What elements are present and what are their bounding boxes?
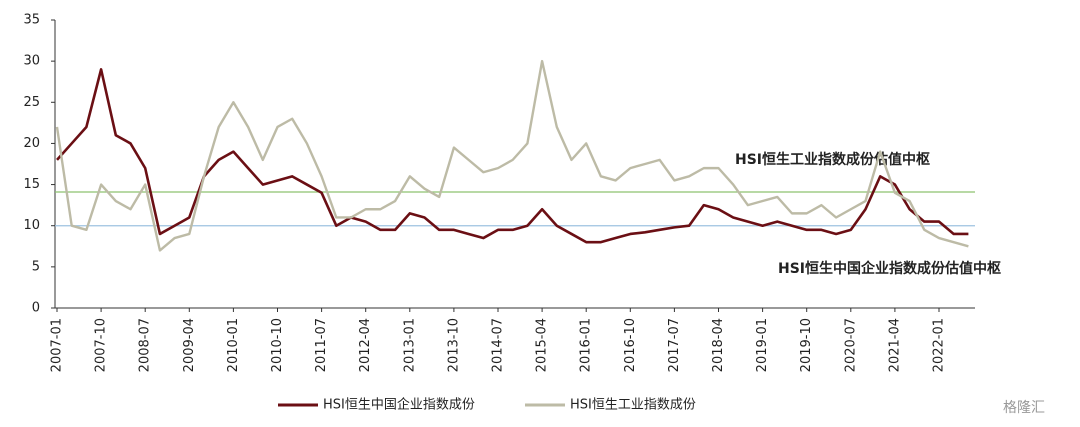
x-tick-label: 2012-04 [358, 318, 373, 372]
x-tick-label: 2013-10 [446, 318, 461, 372]
x-tick-label: 2007-10 [94, 318, 109, 372]
x-tick-label: 2021-04 [887, 318, 902, 372]
y-tick-label: 5 [32, 259, 40, 274]
x-tick-label: 2007-01 [50, 318, 65, 372]
annotation: HSI恒生中国企业指数成份估值中枢 [778, 260, 1001, 277]
y-tick-label: 10 [23, 218, 40, 233]
series-line [56, 68, 969, 244]
x-tick-label: 2009-04 [182, 318, 197, 372]
x-tick-label: 2022-01 [932, 318, 947, 372]
x-tick-label: 2014-07 [491, 318, 506, 372]
x-tick-label: 2011-07 [314, 318, 329, 372]
x-tick-label: 2020-07 [843, 318, 858, 372]
x-tick-label: 2015-04 [535, 318, 550, 372]
series-line [55, 59, 969, 252]
annotation: HSI恒生工业指数成份估值中枢 [735, 151, 930, 168]
y-tick-label: 30 [23, 54, 40, 69]
x-tick-label: 2019-10 [799, 318, 814, 372]
legend-label: HSI恒生中国企业指数成份 [323, 397, 475, 413]
x-tick-label: 2008-07 [138, 318, 153, 372]
legend-label: HSI恒生工业指数成份 [570, 398, 696, 413]
x-tick-label: 2010-10 [270, 318, 285, 372]
x-tick-label: 2018-04 [711, 318, 726, 372]
y-tick-label: 15 [23, 177, 40, 192]
x-tick-label: 2019-01 [755, 318, 770, 372]
y-tick-label: 0 [32, 301, 40, 316]
x-tick-label: 2013-01 [402, 318, 417, 372]
y-tick-label: 35 [23, 13, 40, 28]
x-tick-label: 2016-10 [623, 318, 638, 372]
x-tick-label: 2010-01 [226, 318, 241, 372]
y-tick-label: 25 [23, 95, 40, 110]
watermark: 格隆汇 [1003, 400, 1045, 416]
y-tick-label: 20 [23, 136, 40, 151]
x-tick-label: 2016-01 [579, 318, 594, 372]
x-tick-label: 2017-07 [667, 318, 682, 372]
